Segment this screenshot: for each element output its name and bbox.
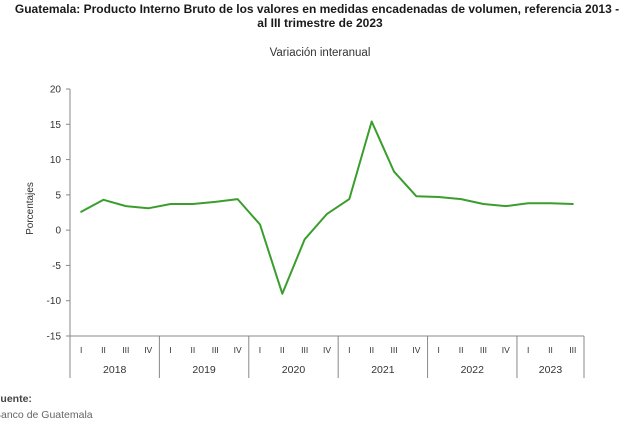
x-quarter-label: II bbox=[101, 345, 106, 355]
x-quarter-label: I bbox=[169, 345, 171, 355]
x-quarter-label: IV bbox=[144, 345, 152, 355]
x-year-label: 2021 bbox=[371, 364, 395, 376]
y-tick-label: 10 bbox=[50, 155, 62, 166]
source-note: Fuente: Banco de Guatemala bbox=[0, 391, 93, 423]
x-year-label: 2023 bbox=[539, 364, 563, 376]
x-quarter-label: III bbox=[569, 345, 576, 355]
x-quarter-label: I bbox=[527, 345, 529, 355]
y-axis-label: Porcentajes bbox=[25, 182, 36, 235]
x-year-label: 2020 bbox=[282, 364, 306, 376]
x-quarter-label: I bbox=[348, 345, 350, 355]
x-quarter-label: IV bbox=[502, 345, 510, 355]
x-year-label: 2019 bbox=[192, 364, 216, 376]
chart-title-line-2: al III trimestre de 2023 bbox=[257, 16, 383, 30]
x-quarter-label: II bbox=[280, 345, 285, 355]
y-tick-label: 0 bbox=[55, 226, 61, 237]
chart-title: Guatemala: Producto Interno Bruto de los… bbox=[0, 2, 640, 30]
x-quarter-label: IV bbox=[234, 345, 242, 355]
x-quarter-label: III bbox=[390, 345, 397, 355]
x-quarter-label: I bbox=[438, 345, 440, 355]
x-quarter-label: III bbox=[212, 345, 219, 355]
source-label: Fuente: bbox=[0, 393, 32, 405]
x-quarter-label: IV bbox=[323, 345, 331, 355]
y-tick-label: -15 bbox=[47, 332, 62, 343]
chart-subtitle: Variación interanual bbox=[269, 47, 371, 59]
x-quarter-label: III bbox=[301, 345, 308, 355]
x-quarter-label: III bbox=[480, 345, 487, 355]
x-quarter-label: III bbox=[122, 345, 129, 355]
y-tick-label: 15 bbox=[50, 120, 62, 131]
series-line bbox=[80, 120, 574, 295]
y-tick-label: -10 bbox=[47, 296, 62, 307]
x-quarter-label: I bbox=[80, 345, 82, 355]
x-quarter-label: II bbox=[191, 345, 196, 355]
y-tick-label: 5 bbox=[55, 190, 61, 201]
y-tick-label: 20 bbox=[50, 85, 62, 96]
chart-title-line-1: Guatemala: Producto Interno Bruto de los… bbox=[14, 2, 620, 16]
x-year-label: 2022 bbox=[461, 364, 485, 376]
source-text: Banco de Guatemala bbox=[0, 409, 93, 421]
x-quarter-label: II bbox=[369, 345, 374, 355]
x-quarter-label: II bbox=[459, 345, 464, 355]
y-tick-label: -5 bbox=[52, 261, 61, 272]
x-year-label: 2018 bbox=[103, 364, 127, 376]
x-quarter-label: IV bbox=[412, 345, 420, 355]
x-quarter-label: II bbox=[548, 345, 553, 355]
x-quarter-label: I bbox=[259, 345, 261, 355]
